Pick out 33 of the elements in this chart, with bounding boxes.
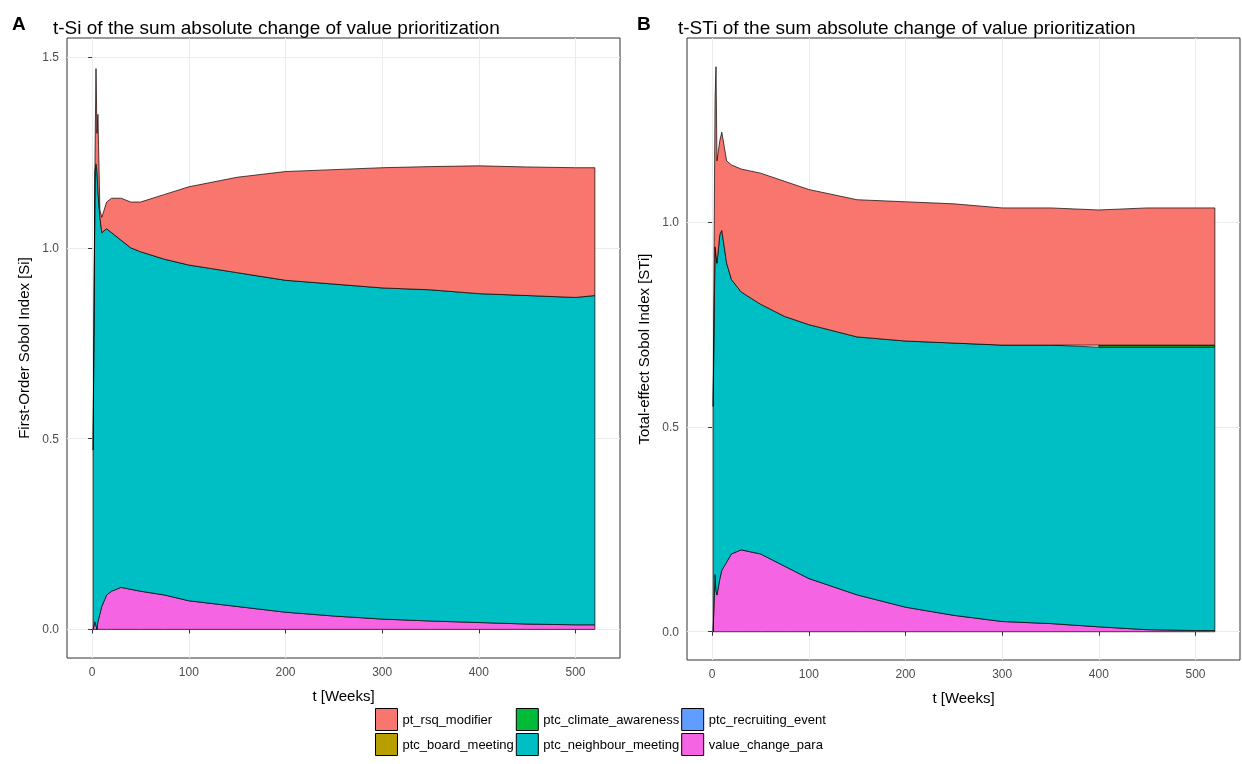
y-tick-label: 1.0 <box>42 240 60 255</box>
x-tick-label: 500 <box>565 665 586 679</box>
x-axis-title: t [Weeks] <box>312 687 375 704</box>
y-axis-title: Total-effect Sobol Index [STi] <box>635 253 652 445</box>
x-tick-label: 200 <box>895 667 916 681</box>
x-tick-label: 400 <box>1088 667 1110 681</box>
chart-title: t-Si of the sum absolute change of value prioritization <box>53 17 500 38</box>
legend-label: ptc_neighbour_meeting <box>543 737 680 752</box>
y-tick-label: 1.5 <box>42 50 60 65</box>
y-tick-label: 0.0 <box>42 622 60 637</box>
legend-label: ptc_climate_awareness <box>543 712 680 727</box>
y-tick-label: 0.0 <box>662 624 680 639</box>
chart-title: t-STi of the sum absolute change of value prioritization <box>678 17 1136 38</box>
text: B <box>637 13 651 34</box>
x-tick-label: 200 <box>275 665 296 679</box>
x-tick-label: 500 <box>1185 667 1206 681</box>
legend-label: value_change_para <box>708 737 824 752</box>
x-tick-label: 0 <box>708 667 716 681</box>
legend-label: ptc_recruiting_event <box>708 712 827 727</box>
legend-label: pt_rsq_modifier <box>402 712 493 727</box>
y-tick-label: 0.5 <box>662 420 680 435</box>
x-axis-title: t [Weeks] <box>932 689 995 706</box>
text: A <box>12 13 26 34</box>
legend-label: ptc_board_meeting <box>402 737 514 752</box>
x-tick-label: 100 <box>178 665 200 679</box>
x-tick-label: 300 <box>992 667 1013 681</box>
y-tick-label: 0.5 <box>42 431 60 446</box>
x-tick-label: 300 <box>372 665 393 679</box>
x-tick-label: 0 <box>88 665 96 679</box>
y-tick-label: 1.0 <box>662 215 680 230</box>
x-tick-label: 400 <box>468 665 490 679</box>
x-tick-label: 100 <box>798 667 820 681</box>
y-axis-title: First-Order Sobol Index [Si] <box>15 257 32 439</box>
